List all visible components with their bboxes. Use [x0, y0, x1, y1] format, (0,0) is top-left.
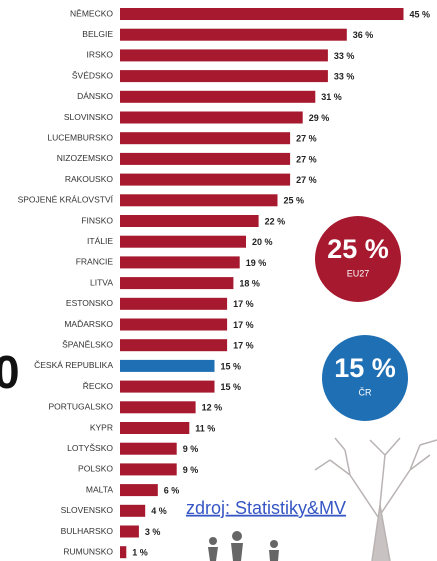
category-label: ESTONSKO	[66, 298, 113, 308]
value-label: 33 %	[334, 71, 355, 81]
bar	[120, 401, 196, 413]
bar	[120, 526, 139, 538]
category-label: POLSKO	[78, 464, 113, 474]
bar	[120, 298, 227, 310]
value-label: 9 %	[183, 465, 199, 475]
category-label: SPOJENÉ KRÁLOVSTVÍ	[18, 195, 114, 205]
category-label: ŠVÉDSKO	[72, 70, 113, 80]
category-label: LUCEMBURSKO	[47, 132, 113, 142]
category-label: NIZOZEMSKO	[57, 153, 114, 163]
value-label: 17 %	[233, 341, 254, 351]
bar	[120, 112, 303, 124]
value-label: 22 %	[265, 216, 286, 226]
bar	[120, 153, 290, 165]
category-label: SLOVINSKO	[64, 112, 114, 122]
bar	[120, 70, 328, 82]
category-label: ITÁLIE	[87, 236, 113, 246]
value-label: 15 %	[221, 382, 242, 392]
chart: 0 NĚMECKO 45 % BELGIE 36 % IRSKO 33 % ŠVÉDSKO 3…	[0, 0, 437, 561]
category-label: BELGIE	[82, 29, 113, 39]
category-label: BULHARSKO	[61, 526, 114, 536]
bar	[120, 319, 227, 331]
category-label: LOTYŠSKO	[67, 443, 113, 453]
value-label: 12 %	[202, 403, 223, 413]
bar	[120, 256, 240, 268]
category-label: LITVA	[90, 277, 113, 287]
value-label: 17 %	[233, 299, 254, 309]
bar	[120, 236, 246, 248]
bar	[120, 132, 290, 144]
bar	[120, 91, 315, 103]
category-label: RAKOUSKO	[65, 174, 114, 184]
value-label: 25 %	[284, 196, 305, 206]
bar	[120, 277, 233, 289]
bar	[120, 546, 126, 558]
value-label: 11 %	[195, 423, 215, 433]
category-label: IRSKO	[87, 50, 114, 60]
value-label: 4 %	[151, 506, 167, 516]
value-label: 36 %	[353, 30, 374, 40]
category-label: MAĎARSKO	[64, 319, 113, 329]
category-label: FRANCIE	[76, 257, 114, 267]
category-label: ŠPANĚLSKO	[62, 339, 113, 349]
bar	[120, 215, 259, 227]
highlight-label: ČR	[359, 387, 372, 397]
bar	[120, 194, 278, 206]
bar	[120, 8, 404, 20]
category-label: NĚMECKO	[70, 8, 113, 18]
category-label: DÁNSKO	[77, 91, 113, 101]
category-label: FINSKO	[81, 215, 113, 225]
cut-text: 0	[0, 346, 20, 398]
highlight-label: EU27	[347, 268, 370, 278]
category-label: SLOVENSKO	[61, 505, 114, 515]
category-label: MALTA	[86, 484, 113, 494]
bar	[120, 29, 347, 41]
value-label: 15 %	[221, 361, 242, 371]
source-link[interactable]: zdroj: Statistiky&MV	[186, 498, 346, 518]
value-label: 19 %	[246, 258, 267, 268]
value-label: 29 %	[309, 113, 330, 123]
value-label: 6 %	[164, 485, 180, 495]
value-label: 1 %	[132, 548, 148, 558]
category-label: RUMUNSKO	[63, 546, 113, 556]
bar	[120, 443, 177, 455]
value-label: 33 %	[334, 51, 355, 61]
highlight-value: 15 %	[334, 353, 396, 383]
value-label: 9 %	[183, 444, 199, 454]
bar	[120, 49, 328, 61]
value-label: 3 %	[145, 527, 161, 537]
category-label: ŘECKO	[83, 381, 114, 391]
value-label: 45 %	[410, 9, 431, 19]
highlight-value: 25 %	[327, 234, 389, 264]
category-label: ČESKÁ REPUBLIKA	[34, 360, 113, 370]
bar	[120, 339, 227, 351]
value-label: 27 %	[296, 154, 317, 164]
bar	[120, 174, 290, 186]
bar	[120, 381, 215, 393]
bar	[120, 505, 145, 517]
value-label: 27 %	[296, 175, 317, 185]
value-label: 18 %	[239, 278, 260, 288]
bar	[120, 484, 158, 496]
value-label: 20 %	[252, 237, 273, 247]
value-label: 27 %	[296, 134, 317, 144]
bar	[120, 360, 215, 372]
bar	[120, 463, 177, 475]
value-label: 17 %	[233, 320, 254, 330]
category-label: PORTUGALSKO	[48, 402, 113, 412]
bar	[120, 422, 189, 434]
value-label: 31 %	[321, 92, 342, 102]
category-label: KYPR	[90, 422, 113, 432]
people-silhouettes	[208, 531, 279, 561]
